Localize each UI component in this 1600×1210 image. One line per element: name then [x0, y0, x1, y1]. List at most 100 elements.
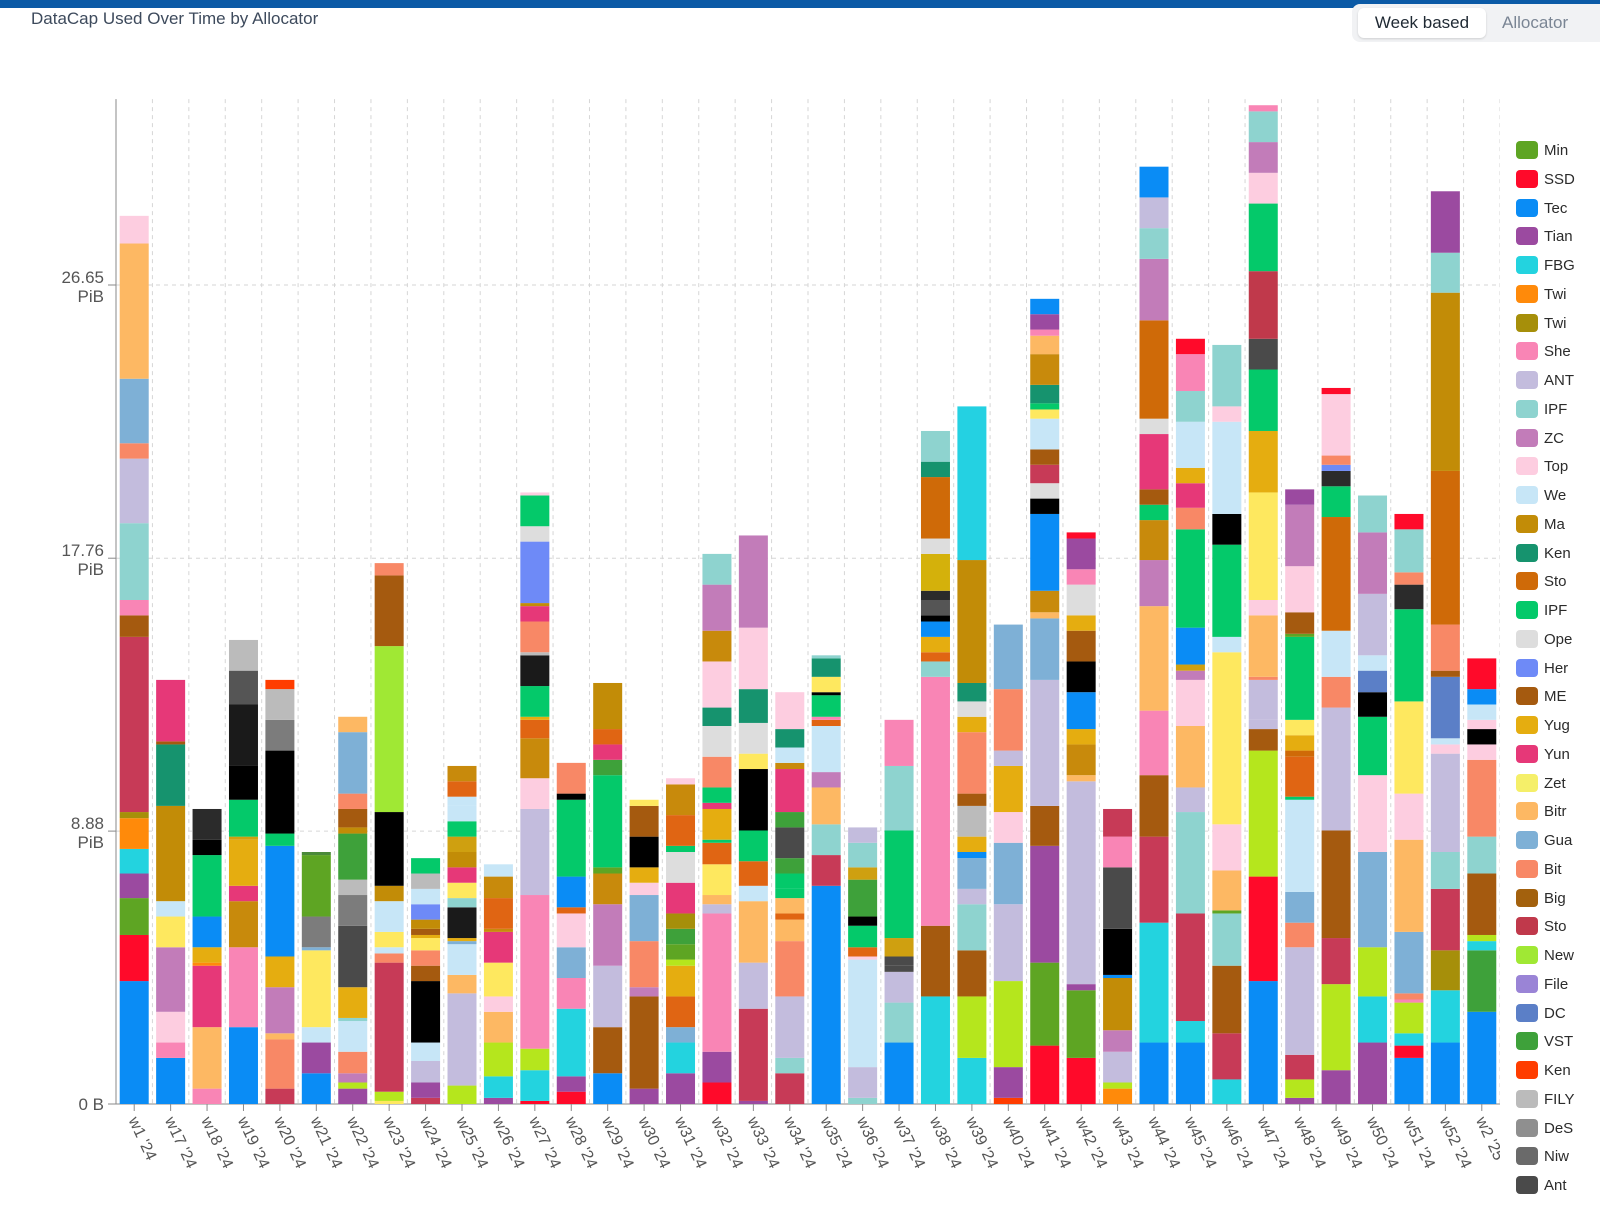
bar-segment[interactable] — [666, 996, 696, 1028]
bar-segment[interactable] — [629, 836, 659, 868]
bar-segment[interactable] — [1467, 950, 1497, 1012]
bar-segment[interactable] — [483, 1011, 513, 1043]
bar-segment[interactable] — [775, 873, 805, 889]
bar-segment[interactable] — [374, 563, 404, 576]
bar-segment[interactable] — [1358, 670, 1388, 693]
bar-segment[interactable] — [520, 716, 550, 720]
bar-segment[interactable] — [629, 882, 659, 896]
bar-segment[interactable] — [520, 652, 550, 656]
bar-segment[interactable] — [1358, 495, 1388, 533]
bar-segment[interactable] — [1430, 738, 1460, 745]
bar-segment[interactable] — [1394, 701, 1424, 794]
bar-segment[interactable] — [1212, 965, 1242, 1034]
week-based-button[interactable]: Week based — [1358, 8, 1486, 38]
bar-segment[interactable] — [411, 965, 441, 982]
bar-segment[interactable] — [1285, 922, 1315, 948]
bar-segment[interactable] — [775, 898, 805, 914]
bar-segment[interactable] — [447, 944, 477, 975]
bar-segment[interactable] — [1467, 689, 1497, 705]
bar-segment[interactable] — [1066, 615, 1096, 631]
bar-segment[interactable] — [848, 842, 878, 868]
bar-segment[interactable] — [338, 1088, 368, 1104]
bar-segment[interactable] — [957, 836, 987, 852]
bar-segment[interactable] — [957, 888, 987, 905]
bar-segment[interactable] — [1358, 692, 1388, 717]
bar-segment[interactable] — [520, 606, 550, 622]
bar-segment[interactable] — [920, 461, 950, 478]
bar-segment[interactable] — [738, 535, 768, 628]
bar-segment[interactable] — [119, 812, 149, 819]
bar-segment[interactable] — [957, 701, 987, 717]
bar-segment[interactable] — [1394, 931, 1424, 994]
bar-segment[interactable] — [374, 885, 404, 902]
bar-segment[interactable] — [884, 765, 914, 831]
bar-segment[interactable] — [1103, 1088, 1133, 1104]
bar-segment[interactable] — [301, 1073, 331, 1104]
bar-segment[interactable] — [1066, 984, 1096, 991]
bar-segment[interactable] — [1030, 590, 1060, 613]
bar-segment[interactable] — [1030, 418, 1060, 450]
bar-segment[interactable] — [1248, 615, 1278, 677]
bar-segment[interactable] — [848, 916, 878, 926]
bar-segment[interactable] — [1285, 947, 1315, 1055]
bar-segment[interactable] — [228, 901, 258, 948]
bar-segment[interactable] — [411, 1060, 441, 1083]
bar-segment[interactable] — [156, 1042, 186, 1058]
bar-segment[interactable] — [228, 670, 258, 705]
bar-segment[interactable] — [1175, 679, 1205, 726]
bar-segment[interactable] — [629, 941, 659, 988]
bar-segment[interactable] — [1212, 344, 1242, 407]
bar-segment[interactable] — [1285, 735, 1315, 751]
bar-segment[interactable] — [1066, 781, 1096, 985]
bar-segment[interactable] — [119, 848, 149, 874]
bar-segment[interactable] — [1139, 560, 1169, 607]
bar-segment[interactable] — [228, 639, 258, 671]
bar-segment[interactable] — [1030, 805, 1060, 846]
bar-segment[interactable] — [811, 719, 841, 726]
bar-segment[interactable] — [374, 901, 404, 932]
bar-segment[interactable] — [520, 541, 550, 604]
bar-segment[interactable] — [1285, 566, 1315, 613]
bar-segment[interactable] — [1212, 513, 1242, 545]
bar-segment[interactable] — [1212, 406, 1242, 422]
bar-segment[interactable] — [702, 726, 732, 757]
bar-segment[interactable] — [1212, 913, 1242, 966]
bar-segment[interactable] — [1321, 486, 1351, 518]
bar-segment[interactable] — [666, 784, 696, 816]
bar-segment[interactable] — [119, 873, 149, 899]
bar-segment[interactable] — [1139, 197, 1169, 229]
bar-segment[interactable] — [1139, 504, 1169, 521]
bar-segment[interactable] — [1321, 676, 1351, 708]
bar-segment[interactable] — [848, 925, 878, 948]
bar-segment[interactable] — [811, 695, 841, 717]
bar-segment[interactable] — [1430, 1042, 1460, 1104]
bar-segment[interactable] — [338, 1021, 368, 1052]
bar-segment[interactable] — [775, 729, 805, 748]
bar-segment[interactable] — [447, 882, 477, 899]
bar-segment[interactable] — [265, 845, 295, 957]
bar-segment[interactable] — [265, 833, 295, 846]
bar-segment[interactable] — [119, 523, 149, 600]
bar-segment[interactable] — [1066, 990, 1096, 1058]
bar-segment[interactable] — [1285, 799, 1315, 892]
bar-segment[interactable] — [1030, 314, 1060, 330]
bar-segment[interactable] — [1285, 489, 1315, 505]
bar-segment[interactable] — [1394, 993, 1424, 1000]
bar-segment[interactable] — [265, 1088, 295, 1104]
bar-segment[interactable] — [483, 996, 513, 1012]
bar-segment[interactable] — [228, 704, 258, 766]
bar-segment[interactable] — [1394, 839, 1424, 932]
bar-segment[interactable] — [775, 762, 805, 770]
bar-segment[interactable] — [119, 898, 149, 935]
bar-segment[interactable] — [1430, 670, 1460, 677]
bar-segment[interactable] — [811, 692, 841, 696]
bar-segment[interactable] — [119, 458, 149, 524]
bar-segment[interactable] — [993, 812, 1023, 843]
bar-segment[interactable] — [993, 689, 1023, 751]
bar-segment[interactable] — [1248, 676, 1278, 680]
bar-segment[interactable] — [1248, 600, 1278, 616]
bar-segment[interactable] — [1321, 938, 1351, 985]
bar-segment[interactable] — [556, 947, 586, 978]
bar-segment[interactable] — [1248, 111, 1278, 143]
bar-segment[interactable] — [1030, 449, 1060, 465]
